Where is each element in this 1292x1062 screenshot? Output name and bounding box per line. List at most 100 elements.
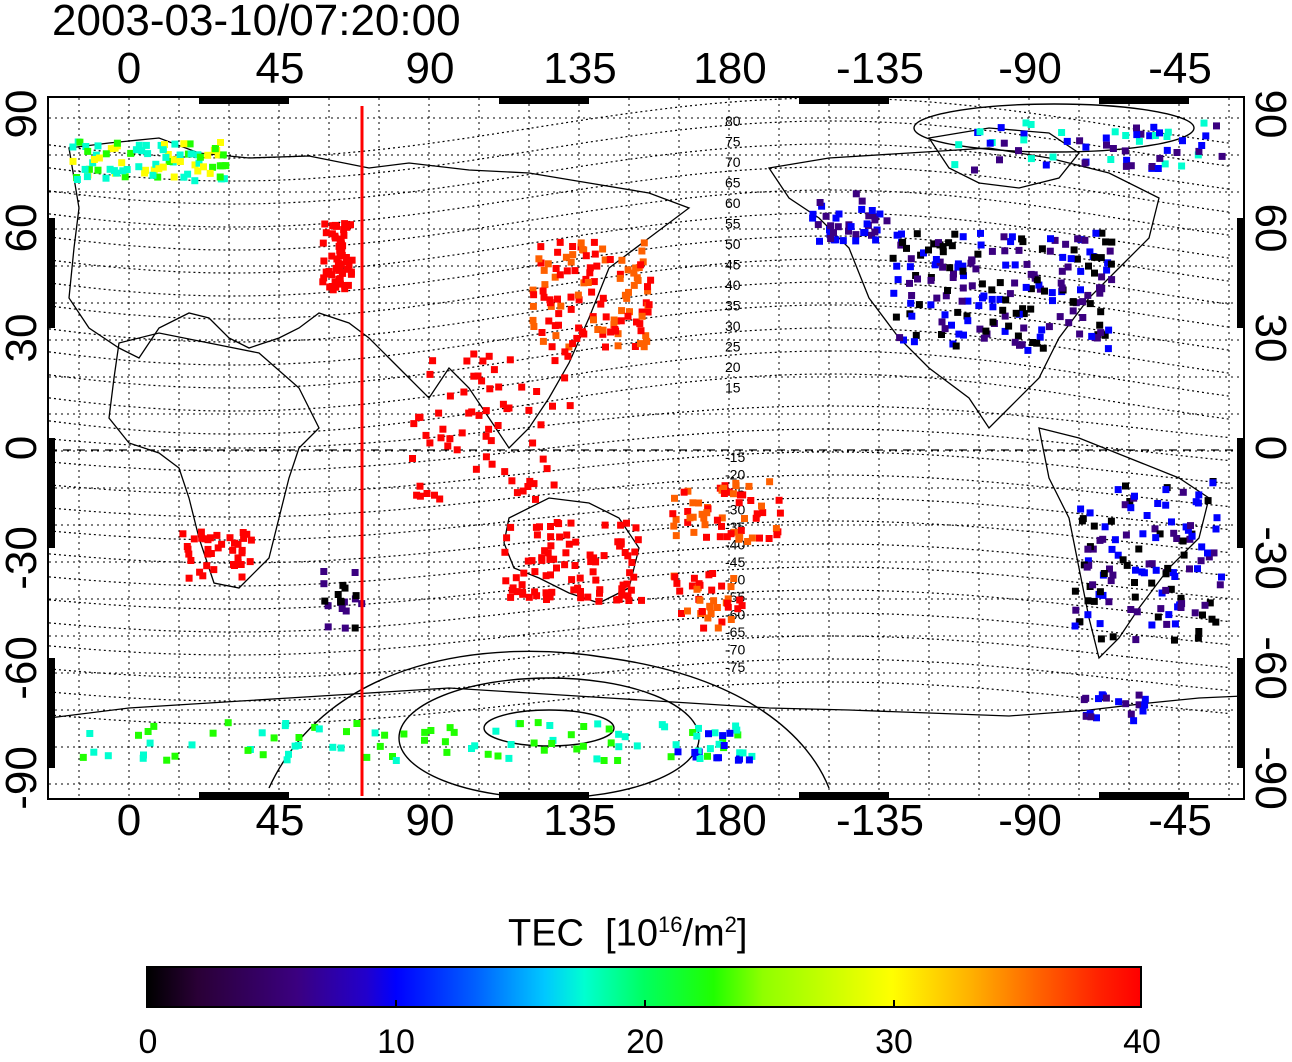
tec-cell bbox=[672, 532, 680, 540]
tec-cell bbox=[661, 723, 669, 731]
tec-cell bbox=[340, 226, 348, 234]
tec-cell bbox=[910, 338, 918, 346]
colorbar-title: TEC [1016/m2] bbox=[508, 902, 747, 957]
tec-cell bbox=[1194, 565, 1201, 573]
tec-cell bbox=[689, 499, 697, 507]
tec-cell bbox=[1108, 238, 1116, 246]
tec-cell bbox=[1148, 163, 1156, 170]
tec-cell bbox=[1213, 514, 1221, 522]
tec-cell bbox=[1076, 137, 1084, 145]
coastline-europe-asia bbox=[68, 137, 691, 450]
tec-cell bbox=[616, 274, 624, 282]
tec-cell bbox=[1011, 338, 1019, 346]
tec-map: 8075706560555045403530252015-15-20-25-30… bbox=[47, 96, 1245, 800]
tec-cell bbox=[621, 291, 629, 299]
tec-cell bbox=[968, 282, 976, 290]
tec-cell bbox=[1012, 309, 1020, 317]
tec-cell bbox=[320, 274, 328, 282]
tec-cell bbox=[1212, 618, 1220, 626]
tec-cell bbox=[513, 489, 521, 497]
tec-cell bbox=[119, 167, 127, 175]
tec-cell bbox=[547, 302, 555, 310]
tec-cell bbox=[538, 329, 546, 336]
tec-cell bbox=[1127, 710, 1135, 718]
tec-cell bbox=[644, 308, 652, 316]
tec-cell bbox=[678, 610, 685, 617]
colorbar-unit-mid: /m bbox=[682, 912, 725, 955]
colorbar-tick-label: 10 bbox=[377, 1023, 415, 1061]
tec-cell bbox=[596, 589, 603, 597]
tec-cell bbox=[720, 742, 728, 749]
tec-cell bbox=[590, 278, 598, 286]
tec-cell bbox=[492, 727, 500, 735]
tec-cell bbox=[1178, 162, 1186, 170]
coastline-australia bbox=[503, 497, 640, 604]
tec-cell bbox=[363, 753, 371, 761]
tec-cell bbox=[1135, 545, 1143, 553]
tec-cell bbox=[590, 238, 598, 246]
tec-cell bbox=[209, 163, 217, 171]
tec-cell bbox=[507, 593, 515, 601]
tec-cell bbox=[1074, 235, 1082, 243]
tec-cell bbox=[839, 237, 847, 245]
tec-cell bbox=[900, 336, 907, 344]
tec-cell bbox=[1106, 565, 1113, 573]
tec-cell bbox=[1042, 161, 1050, 169]
tec-cell bbox=[416, 482, 424, 490]
tec-cell bbox=[871, 228, 879, 236]
magnetic-latitude-label: 60 bbox=[725, 195, 741, 211]
tec-cell bbox=[142, 141, 150, 149]
tec-cell bbox=[463, 357, 471, 365]
tec-cell bbox=[626, 569, 634, 577]
tec-cell bbox=[142, 166, 150, 174]
tec-cell bbox=[1195, 628, 1203, 635]
tec-cell bbox=[170, 173, 178, 181]
tec-cell bbox=[600, 757, 608, 764]
magnetic-latitude-contour bbox=[49, 451, 1230, 495]
tec-cell bbox=[392, 757, 400, 764]
magnetic-latitude-label: 30 bbox=[725, 318, 741, 334]
tec-cell bbox=[187, 150, 195, 158]
tec-cell bbox=[752, 514, 760, 522]
tec-cell bbox=[959, 267, 967, 275]
tec-cell bbox=[85, 165, 93, 173]
lon-tick-top: -135 bbox=[835, 44, 925, 93]
tec-cell bbox=[1058, 284, 1066, 292]
tec-cell bbox=[939, 248, 947, 256]
tec-cell bbox=[526, 477, 534, 485]
tec-cell bbox=[1103, 266, 1111, 274]
tec-cell bbox=[1071, 622, 1079, 630]
tec-cell bbox=[565, 343, 573, 351]
tec-cell bbox=[669, 510, 677, 518]
tec-cell bbox=[1114, 486, 1122, 494]
tec-cell bbox=[1173, 149, 1181, 156]
tec-cell bbox=[1011, 279, 1019, 287]
tec-cell bbox=[144, 728, 152, 735]
colorbar-tick-label: 40 bbox=[1123, 1023, 1161, 1061]
tec-cell bbox=[540, 293, 548, 301]
tec-cell bbox=[146, 739, 154, 747]
tec-cell bbox=[323, 270, 331, 278]
tec-cell bbox=[719, 732, 727, 740]
tec-cell bbox=[958, 297, 966, 305]
tec-cell bbox=[1152, 566, 1160, 574]
tec-cell bbox=[1204, 497, 1212, 505]
magnetic-latitude-contour bbox=[49, 566, 1230, 610]
tec-cell bbox=[745, 756, 753, 764]
tec-cell bbox=[186, 140, 194, 148]
tec-cell bbox=[546, 299, 554, 307]
tec-cell bbox=[1179, 537, 1187, 545]
tec-cell bbox=[1107, 517, 1115, 525]
tec-cell bbox=[607, 739, 615, 747]
tec-cell bbox=[693, 585, 701, 593]
tec-cell bbox=[1168, 518, 1175, 526]
tec-cell bbox=[818, 202, 826, 210]
tec-cell bbox=[1077, 505, 1085, 513]
tec-cell bbox=[996, 295, 1004, 303]
lon-tick-top: 90 bbox=[405, 44, 455, 93]
tec-cell bbox=[713, 516, 721, 524]
tec-cell bbox=[1156, 530, 1164, 538]
tec-cell bbox=[852, 237, 860, 245]
tec-cell bbox=[832, 236, 840, 244]
tec-cell bbox=[69, 157, 77, 165]
